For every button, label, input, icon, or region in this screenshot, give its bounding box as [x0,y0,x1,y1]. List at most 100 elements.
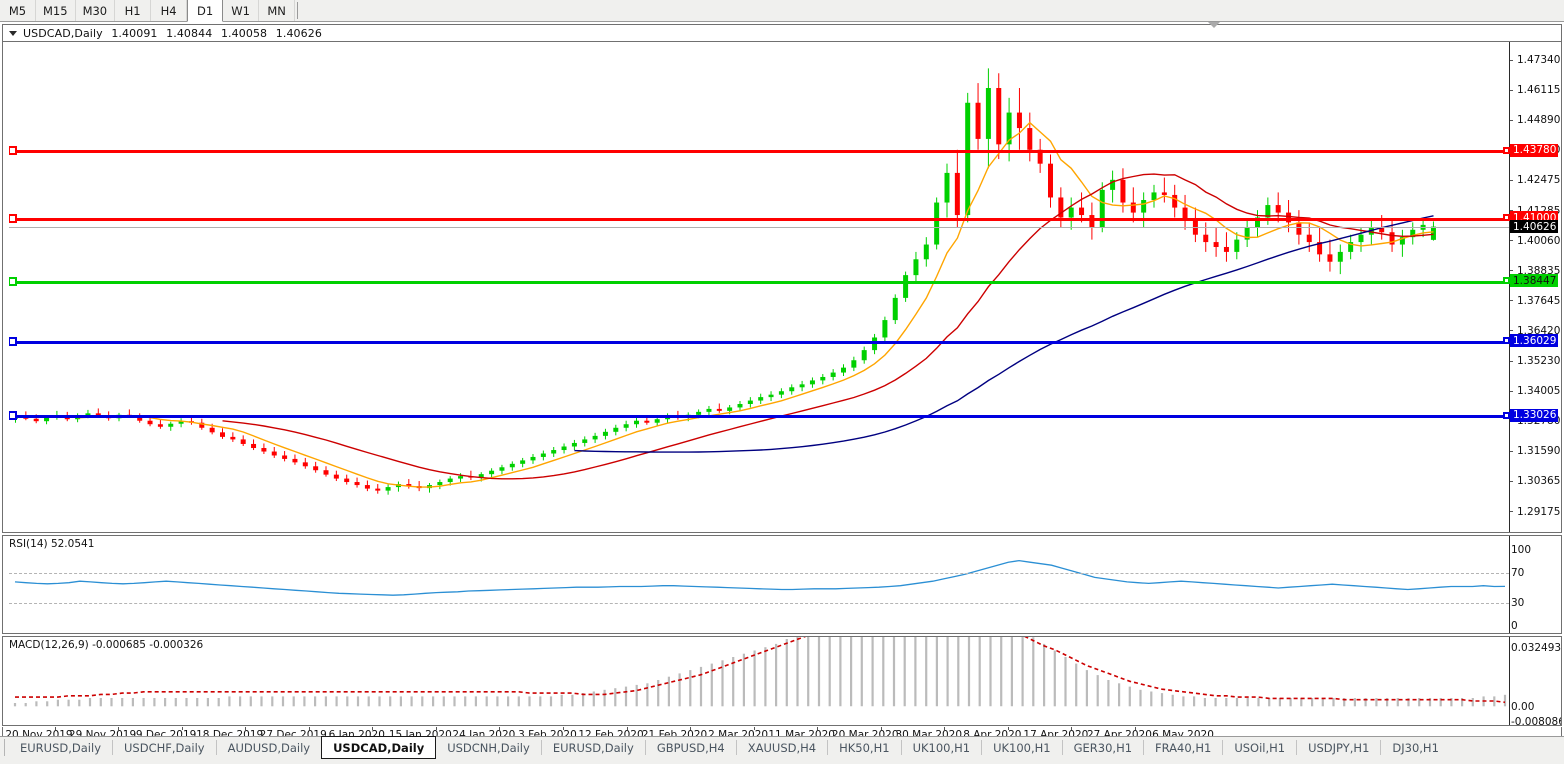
timeframe-m15[interactable]: M15 [36,0,76,21]
chart-tab-xauusd-h4[interactable]: XAUUSD,H4 [737,737,827,758]
tab-divider [644,740,646,755]
timeframe-w1[interactable]: W1 [223,0,260,21]
level-line-anchor[interactable] [9,336,17,346]
chart-tab-uk100-h1[interactable]: UK100,H1 [902,737,982,758]
chart-tab-fra40-h1[interactable]: FRA40,H1 [1144,737,1222,758]
price-tick-label: 1.29175 [1517,505,1561,518]
timeframe-label: M30 [82,3,108,18]
tab-divider [981,740,983,755]
price-tick-label: 1.44890 [1517,114,1561,127]
price-tick-label: 1.31590 [1517,445,1561,458]
price-tag-1-38447[interactable]: 1.38447 [1510,274,1559,287]
timeframe-h4[interactable]: H4 [151,0,188,21]
ohlc-low: 1.40058 [220,26,268,40]
chart-tab-eurusd-daily[interactable]: EURUSD,Daily [542,737,645,758]
chart-tab-usdcnh-daily[interactable]: USDCNH,Daily [436,737,541,758]
level-line-anchor[interactable] [9,213,17,223]
chart-tab-ger30-h1[interactable]: GER30,H1 [1063,737,1143,758]
level-line-1-36029[interactable] [9,340,1509,344]
price-tag-1-40626[interactable]: 1.40626 [1510,220,1559,234]
chart-tab-label: XAUUSD,H4 [747,740,817,755]
chart-tab-label: DJ30,H1 [1392,740,1439,755]
axis-level-handle[interactable] [1503,277,1510,284]
chart-tab-label: HK50,H1 [839,740,890,755]
level-line-1-40626[interactable] [9,226,1509,228]
date-tick-mark [1135,727,1136,730]
price-tick: 1.34005 [1510,385,1560,398]
axis-level-handle[interactable] [1503,214,1510,221]
price-tag-1-36029[interactable]: 1.36029 [1510,334,1559,348]
chart-tab-usdchf-daily[interactable]: USDCHF,Daily [113,737,216,758]
price-tick-label: 1.38835 [1517,264,1561,277]
macd-tick-label: 0.00 [1511,700,1535,713]
timeframe-mn[interactable]: MN [259,0,296,21]
price-tick-label: 1.30365 [1517,475,1561,488]
timeframe-toolbar: M5 M15 M30 H1 H4 D1 W1 MN [0,0,1564,22]
price-tick-label: 1.42475 [1517,174,1561,187]
price-plot-area[interactable] [9,42,1509,532]
date-tick-mark [118,727,120,730]
level-line-1-41000[interactable] [9,217,1509,221]
chart-tab-label: USOil,H1 [1234,740,1286,755]
timeframe-m5[interactable]: M5 [0,0,36,21]
level-line-anchor[interactable] [9,276,17,286]
rsi-line [14,559,1506,596]
level-line-1-33026[interactable] [9,415,1509,419]
rsi-pane[interactable]: RSI(14) 52.0541 100 70 30 0 [2,535,1562,634]
price-tick: 1.37645 [1510,294,1560,307]
date-tick-mark [308,727,310,730]
level-line-anchor[interactable] [9,146,17,156]
chart-tab-label: EURUSD,Daily [552,740,634,755]
timeframe-d1[interactable]: D1 [187,0,224,22]
chart-tab-hk50-h1[interactable]: HK50,H1 [828,737,900,758]
level-line-1-43780[interactable] [9,150,1509,154]
chart-tab-uk100-h1[interactable]: UK100,H1 [982,737,1062,758]
macd-histogram [13,637,1507,707]
price-tick-label: 1.36420 [1517,324,1561,337]
price-tick: 1.29175 [1510,505,1560,518]
level-line-1-38447[interactable] [9,280,1509,284]
tabbar-divider [4,739,5,756]
macd-plot-area[interactable] [9,637,1509,725]
chart-tab-bar: EURUSD,Daily USDCHF,Daily AUDUSD,Daily USDC… [0,736,1564,764]
axis-level-handle[interactable] [1503,411,1510,419]
tab-divider [540,740,542,755]
price-axis[interactable]: 1.473401.461151.448901.437801.424751.412… [1503,42,1561,532]
timeframe-m30[interactable]: M30 [76,0,116,21]
chart-tab-usdjpy-h1[interactable]: USDJPY,H1 [1297,737,1380,758]
rsi-tick-label: 100 [1511,544,1532,556]
tab-divider [735,740,737,755]
date-tick-mark [817,727,819,730]
level-line-anchor[interactable] [9,411,17,421]
date-tick-mark [753,727,755,730]
chart-tab-gbpusd-h4[interactable]: GBPUSD,H4 [646,737,736,758]
macd-pane[interactable]: MACD(12,26,9) -0.000685 -0.000326 0.0324… [2,636,1562,726]
timeframe-h1[interactable]: H1 [115,0,152,21]
tab-divider [1222,740,1224,755]
date-tick-mark [1071,727,1073,730]
chart-tab-eurusd-daily[interactable]: EURUSD,Daily [9,737,112,758]
scroll-down-arrow-icon[interactable] [1208,22,1220,28]
chart-tab-usdcad-daily[interactable]: USDCAD,Daily [321,736,437,759]
rsi-plot-area[interactable] [9,536,1509,633]
macd-label: MACD(12,26,9) -0.000685 -0.000326 [9,639,204,651]
chart-tab-label: USDJPY,H1 [1308,740,1370,755]
date-tick-mark [563,727,564,730]
timeframe-label: W1 [231,3,250,18]
price-pane[interactable]: 1.473401.461151.448901.437801.424751.412… [2,41,1562,533]
price-tick-label: 1.34005 [1517,385,1561,398]
chart-tab-usoil-h1[interactable]: USOil,H1 [1223,737,1296,758]
price-tag-1-43780[interactable]: 1.43780 [1510,143,1559,157]
chart-tab-audusd-daily[interactable]: AUDUSD,Daily [217,737,321,758]
caret-down-icon[interactable] [9,30,17,36]
axis-level-handle[interactable] [1503,146,1510,154]
chart-tab-dj30-h1[interactable]: DJ30,H1 [1381,737,1450,758]
price-tick: 1.46115 [1510,84,1560,97]
price-tag-1-33026[interactable]: 1.33026 [1510,408,1559,422]
date-tick-mark [626,727,628,730]
axis-level-handle[interactable] [1503,337,1510,345]
price-tick: 1.30365 [1510,475,1560,488]
ohlc-open: 1.40091 [111,26,158,40]
tab-divider [1380,740,1382,755]
candlestick-series [13,68,1436,495]
